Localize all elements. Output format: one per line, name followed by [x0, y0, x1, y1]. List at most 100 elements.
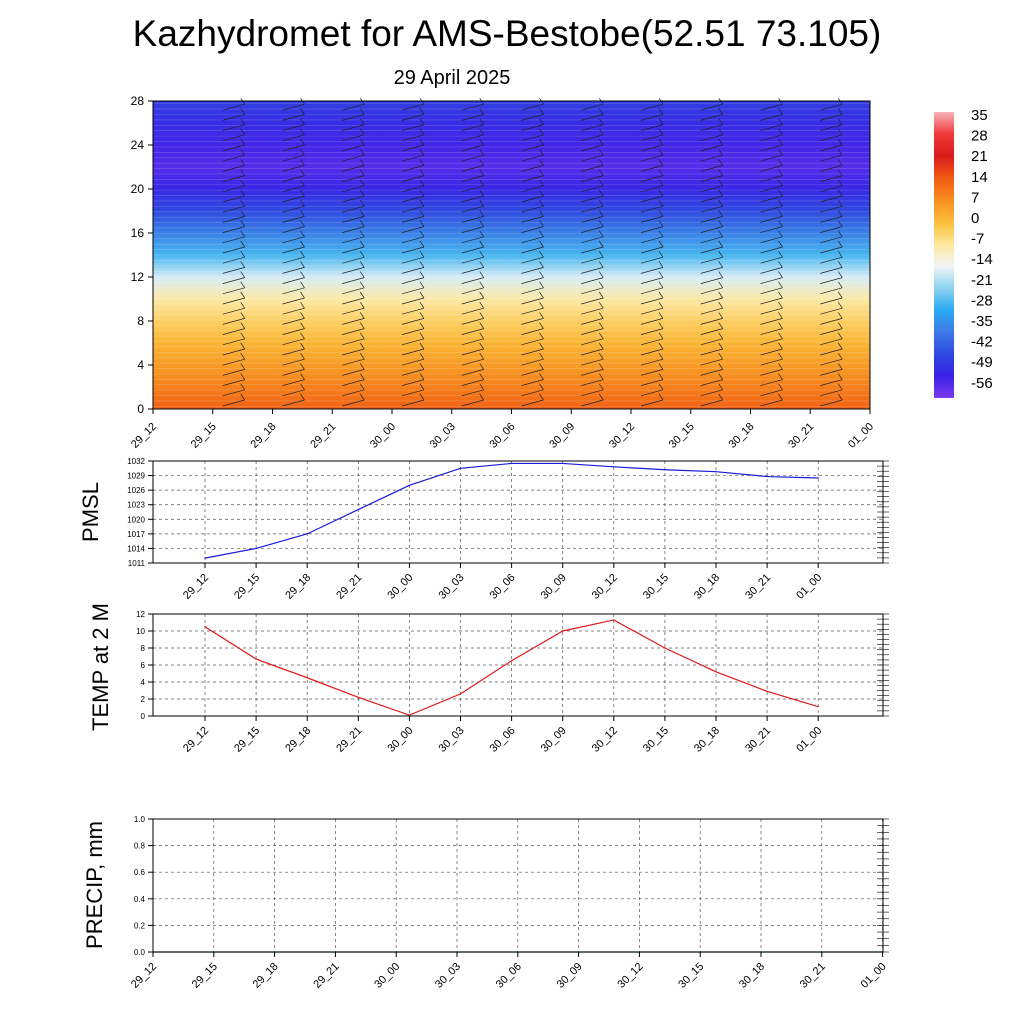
- p3-x-tick-label: 29_21: [334, 725, 364, 755]
- wind-barb-flag: [419, 240, 425, 248]
- p2-y-tick-label: 1023: [127, 501, 145, 510]
- wind-barb: [401, 236, 425, 244]
- wind-barb: [461, 318, 484, 325]
- wind-barb: [401, 328, 425, 335]
- temperature-field-fill: [153, 101, 870, 409]
- wind-barb-flag: [479, 149, 485, 156]
- wind-barb: [521, 348, 544, 356]
- wind-barb-flag: [598, 138, 604, 146]
- wind-barb: [700, 236, 723, 244]
- wind-barb: [222, 236, 245, 244]
- wind-barb-flag: [539, 128, 544, 135]
- wind-barb: [461, 114, 484, 121]
- wind-barb: [581, 389, 604, 397]
- wind-barb: [820, 236, 843, 244]
- wind-barb: [342, 328, 365, 335]
- wind-barb-flag: [718, 200, 724, 207]
- pmsl-x-ticks: 29_12 29_15 29_18 29_21 30_00 30_03 30_06 30_09…: [181, 563, 824, 602]
- wind-barb-flag: [419, 138, 425, 146]
- wind-barb: [581, 103, 604, 111]
- wind-barb: [700, 348, 723, 356]
- wind-barb: [521, 114, 544, 121]
- p3-x-tick-label: 30_15: [641, 725, 671, 755]
- wind-barb: [401, 216, 425, 223]
- wind-barb: [700, 175, 723, 182]
- cross-section-x-tick-label: 30_03: [428, 421, 458, 451]
- wind-barb: [760, 277, 783, 284]
- wind-barb: [222, 297, 245, 305]
- wind-barb-flag: [479, 383, 485, 390]
- wind-barb-flag: [359, 108, 365, 115]
- cross-section-x-tick-label: 30_12: [607, 421, 637, 451]
- wind-barb-flag: [598, 210, 604, 217]
- wind-barb: [640, 379, 664, 386]
- wind-barb: [760, 103, 783, 111]
- wind-barb-flag: [419, 108, 425, 115]
- p4-x-tick-label: 29_21: [311, 961, 341, 991]
- wind-barb-flag: [718, 149, 724, 156]
- wind-barb: [342, 236, 365, 244]
- wind-barb: [222, 338, 245, 346]
- wind-barb-flag: [598, 302, 604, 309]
- wind-barb: [521, 297, 544, 305]
- temp2m-series: [204, 619, 819, 716]
- wind-barb: [700, 379, 723, 386]
- wind-barb-flag: [479, 108, 485, 115]
- wind-barb: [820, 369, 843, 376]
- colorbar-label: -21: [971, 272, 993, 289]
- wind-barb: [820, 389, 843, 397]
- wind-barb: [401, 226, 425, 233]
- wind-barb-flag: [539, 251, 544, 258]
- wind-barb-flag: [598, 322, 604, 329]
- wind-barb-flag: [419, 332, 425, 339]
- wind-barb-flag: [300, 210, 305, 217]
- wind-barb: [342, 154, 365, 162]
- wind-barb-flag: [539, 291, 544, 299]
- wind-barb: [401, 195, 425, 203]
- wind-barb-flag: [718, 312, 724, 319]
- wind-barb-flag: [539, 261, 544, 268]
- precip-panel: 1.0 0.8 0.6 0.4 0.2 0.0 29_12 29_15 29_18 29_21 3…: [82, 815, 889, 991]
- wind-barb: [222, 318, 245, 325]
- wind-barb: [820, 124, 843, 131]
- wind-barb: [401, 175, 425, 182]
- wind-barb-flag: [718, 108, 724, 115]
- wind-barb: [461, 307, 484, 315]
- wind-barb: [640, 114, 664, 121]
- wind-barb-flag: [718, 220, 724, 227]
- wind-barb: [461, 256, 484, 264]
- wind-barb: [581, 185, 604, 193]
- p2-x-tick-label: 29_15: [232, 572, 262, 602]
- wind-barb: [282, 124, 305, 131]
- wind-barb: [521, 226, 544, 233]
- wind-barb: [222, 379, 245, 386]
- colorbar-label: 0: [971, 210, 979, 227]
- wind-barb-flag: [837, 118, 843, 125]
- wind-barb: [222, 103, 245, 111]
- wind-barb: [461, 134, 484, 142]
- wind-barb-flag: [837, 261, 843, 268]
- wind-barb-flag: [837, 128, 843, 135]
- wind-barb: [521, 389, 544, 397]
- wind-barb-flag: [837, 138, 843, 146]
- wind-barb: [282, 318, 305, 325]
- colorbar-label: -42: [971, 334, 993, 351]
- wind-barb: [640, 185, 664, 193]
- wind-barb: [342, 134, 365, 142]
- wind-barb-flag: [598, 312, 604, 319]
- wind-barb: [461, 175, 484, 182]
- wind-barb: [820, 114, 843, 121]
- wind-barb: [282, 154, 305, 162]
- wind-barb: [640, 277, 664, 284]
- p2-x-tick-label: 30_03: [437, 572, 467, 602]
- wind-barb: [401, 297, 425, 305]
- wind-barb: [760, 165, 783, 172]
- wind-barb-flag: [598, 373, 604, 380]
- wind-barb-flag: [300, 200, 305, 207]
- wind-barb-flag: [240, 291, 246, 299]
- wind-barb-flag: [240, 200, 246, 207]
- wind-barb: [222, 328, 245, 335]
- wind-barb: [820, 297, 843, 305]
- wind-barb: [282, 236, 305, 244]
